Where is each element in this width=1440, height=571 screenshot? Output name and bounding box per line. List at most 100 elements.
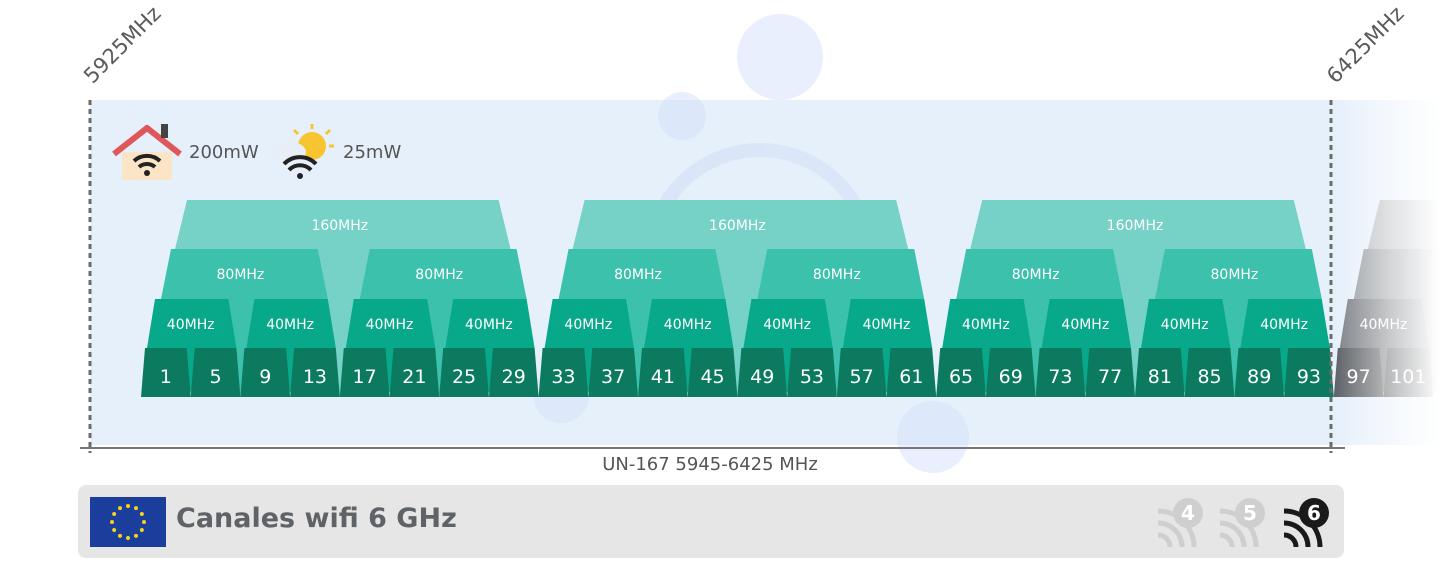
channel-80mhz-label: 80MHz	[217, 267, 265, 283]
wifi-6-badge-icon: 6	[1283, 498, 1329, 547]
channel-number: 85	[1197, 366, 1221, 388]
channel-number: 65	[949, 366, 973, 388]
channel-40mhz-block	[644, 299, 734, 348]
channel-160mhz-label: 160MHz	[311, 218, 368, 234]
wifi-4-badge-number: 4	[1181, 501, 1195, 525]
channel-number: 45	[700, 366, 724, 388]
channel-20mhz-block	[638, 348, 688, 397]
eu-star	[134, 533, 138, 538]
sun-cloud-wifi-icon	[274, 124, 334, 179]
indoor-power-label: 200mW	[189, 142, 259, 163]
channel-20mhz-block	[290, 348, 340, 397]
channel-number: 17	[353, 366, 377, 388]
channel-40mhz-label: 40MHz	[664, 317, 712, 333]
channel-number: 77	[1098, 366, 1122, 388]
channel-80mhz-block	[161, 249, 328, 299]
channel-40mhz-block	[942, 299, 1032, 348]
channel-80mhz-block	[1155, 249, 1322, 299]
wifi-6-badge-number: 6	[1307, 501, 1321, 525]
channel-20mhz-block	[1035, 348, 1086, 397]
channel-40mhz-block	[345, 299, 436, 348]
channel-80mhz-label: 80MHz	[1211, 267, 1259, 283]
channel-20mhz-block	[1234, 348, 1285, 397]
channel-20mhz-block	[439, 348, 489, 397]
channel-40mhz-label: 40MHz	[465, 317, 513, 333]
footer-bar: Canales wifi 6 GHz 4 5 6	[78, 485, 1344, 558]
channel-number: 53	[800, 366, 824, 388]
channel-40mhz-label: 40MHz	[1061, 317, 1109, 333]
channel-number: 33	[551, 366, 575, 388]
channel-20mhz-block	[339, 348, 390, 397]
channel-40mhz-block	[1141, 299, 1231, 348]
channel-40mhz-block	[246, 299, 336, 348]
channel-number: 25	[452, 366, 476, 388]
channel-number: 89	[1247, 366, 1271, 388]
eu-star	[112, 528, 117, 532]
channel-number: 57	[850, 366, 874, 388]
channel-20mhz-block	[737, 348, 788, 397]
outdoor-power-label: 25mW	[343, 142, 402, 163]
channel-number: 21	[402, 366, 426, 388]
channel-80mhz-label: 80MHz	[614, 267, 662, 283]
channel-20mhz-block	[985, 348, 1036, 397]
channel-20mhz-block	[1135, 348, 1185, 397]
channel-20mhz-block	[936, 348, 986, 397]
channel-20mhz-block	[389, 348, 440, 397]
channel-number: 5	[210, 366, 222, 388]
channel-20mhz-block	[787, 348, 837, 397]
channel-160mhz-label: 160MHz	[1107, 218, 1164, 234]
channel-20mhz-block	[240, 348, 291, 397]
wifi-5-badge-number: 5	[1243, 501, 1257, 525]
house-wifi-icon	[112, 124, 182, 180]
channel-number: 61	[899, 366, 923, 388]
channel-160mhz-label: 160MHz	[709, 218, 766, 234]
channel-80mhz-block	[956, 249, 1123, 299]
channel-20mhz-block	[538, 348, 589, 397]
channel-number: 37	[601, 366, 625, 388]
channel-20mhz-block	[886, 348, 937, 397]
channel-160mhz-block	[175, 200, 511, 249]
channel-160mhz-block	[572, 200, 909, 249]
eu-star	[142, 520, 146, 524]
channel-40mhz-block	[445, 299, 535, 348]
channel-number: 29	[502, 366, 526, 388]
channel-40mhz-block	[544, 299, 634, 348]
channel-20mhz-block	[588, 348, 638, 397]
channel-160mhz-block	[970, 200, 1306, 249]
channel-20mhz-block	[1085, 348, 1135, 397]
channel-number: 81	[1148, 366, 1172, 388]
channel-20mhz-block	[190, 348, 241, 397]
channel-20mhz-block	[141, 348, 191, 397]
channel-number: 13	[303, 366, 327, 388]
eu-flag-icon	[90, 497, 166, 547]
channel-20mhz-block	[836, 348, 887, 397]
channel-40mhz-block	[147, 299, 237, 348]
wifi-4-badge-icon: 4	[1157, 498, 1203, 547]
channel-40mhz-label: 40MHz	[1161, 317, 1209, 333]
channel-40mhz-block	[1240, 299, 1330, 348]
channel-number: 1	[160, 366, 172, 388]
eu-star	[118, 533, 122, 538]
channel-number: 49	[750, 366, 774, 388]
channel-40mhz-label: 40MHz	[564, 317, 612, 333]
channel-40mhz-label: 40MHz	[1260, 317, 1308, 333]
channel-40mhz-block	[1041, 299, 1131, 348]
channel-80mhz-block	[359, 249, 527, 299]
channel-number: 9	[259, 366, 271, 388]
eu-star	[139, 512, 144, 516]
channel-40mhz-label: 40MHz	[763, 317, 811, 333]
channel-20mhz-block	[1284, 348, 1334, 397]
channel-40mhz-label: 40MHz	[366, 317, 414, 333]
eu-star	[139, 528, 144, 532]
eu-star	[134, 506, 138, 511]
channel-20mhz-block	[687, 348, 738, 397]
channel-40mhz-block	[842, 299, 933, 348]
channel-40mhz-label: 40MHz	[962, 317, 1010, 333]
eu-star	[126, 536, 130, 540]
channel-number: 93	[1297, 366, 1321, 388]
channel-20mhz-block	[1184, 348, 1235, 397]
eu-star	[110, 520, 114, 524]
channel-40mhz-block	[743, 299, 833, 348]
